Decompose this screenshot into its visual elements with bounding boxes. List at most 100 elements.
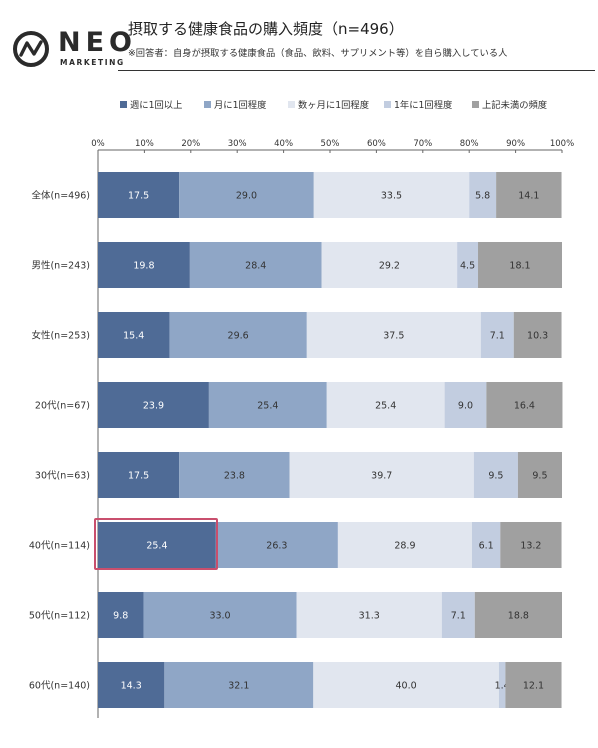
bar-value-label: 14.1 [518, 191, 539, 202]
bar-value-label: 7.1 [451, 611, 466, 622]
bar-segment [289, 452, 474, 498]
bar-value-label: 28.9 [394, 541, 415, 552]
bar-segment [98, 382, 209, 428]
bar-segment [473, 452, 518, 498]
bar-value-label: 7.1 [490, 331, 505, 342]
bar-value-label: 17.5 [128, 191, 149, 202]
bar-segment [326, 382, 445, 428]
x-tick-label: 30% [228, 139, 247, 149]
neo-marketing-logo: NEO MARKETING [12, 28, 132, 72]
category-label: 全体(n=496) [31, 190, 90, 202]
bar-value-label: 6.1 [479, 541, 494, 552]
bar-value-label: 18.8 [508, 611, 529, 622]
bar-value-label: 19.8 [133, 261, 154, 272]
x-tick-label: 100% [550, 139, 574, 149]
legend-swatch [288, 100, 295, 108]
bar-segment [164, 662, 314, 708]
bar-segment [98, 592, 144, 638]
bar-value-label: 14.3 [121, 681, 142, 692]
legend-label: 上記未満の頻度 [482, 100, 548, 111]
bar-value-label: 40.0 [396, 681, 417, 692]
bar-segment [169, 312, 307, 358]
bar-segment [444, 382, 487, 428]
bar-segment [474, 592, 562, 638]
bar-segment [505, 662, 562, 708]
legend-swatch [384, 100, 391, 108]
bar-segment [189, 242, 322, 288]
bar-segment [478, 242, 562, 288]
bar-value-label: 9.5 [488, 471, 503, 482]
bar-value-label: 37.5 [383, 331, 404, 342]
legend-item: 月に1回程度 [204, 97, 266, 111]
bar-value-label: 28.4 [245, 261, 266, 272]
bar-value-label: 9.8 [113, 611, 128, 622]
chart-title: 摂取する健康食品の購入頻度（n=496） [128, 20, 404, 38]
legend-item: 週に1回以上 [120, 97, 182, 111]
bar-value-label: 23.9 [143, 401, 164, 412]
bar-value-label: 15.4 [123, 331, 144, 342]
legend-label: 数ヶ月に1回程度 [298, 100, 369, 111]
bar-segment [471, 522, 501, 568]
legend-swatch [204, 100, 211, 108]
logo-subtext: MARKETING [60, 58, 125, 67]
legend-label: 月に1回程度 [214, 100, 267, 111]
x-tick-label: 0% [91, 139, 105, 149]
bar-value-label: 10.3 [527, 331, 548, 342]
logo-text: NEO [58, 27, 137, 58]
bar-value-label: 25.4 [146, 541, 167, 552]
bar-segment [98, 452, 180, 498]
legend-label: 1年に1回程度 [394, 100, 453, 111]
bar-value-label: 1.4 [495, 681, 510, 692]
bar-segment [500, 522, 562, 568]
bar-segment [215, 522, 338, 568]
bar-segment [457, 242, 479, 288]
bar-value-label: 5.8 [475, 191, 490, 202]
bar-value-label: 32.1 [228, 681, 249, 692]
bar-value-label: 18.1 [509, 261, 530, 272]
bar-value-label: 33.5 [381, 191, 402, 202]
chart-subtitle: ※回答者：自身が摂取する健康食品（食品、飲料、サプリメント等）を自ら購入している… [128, 48, 508, 59]
category-label: 40代(n=114) [29, 541, 90, 552]
category-label: 女性(n=253) [31, 330, 90, 342]
highlight-box [94, 518, 218, 570]
category-label: 30代(n=63) [35, 471, 90, 482]
bar-value-label: 39.7 [371, 471, 392, 482]
legend-item: 数ヶ月に1回程度 [288, 97, 369, 111]
x-tick-label: 20% [181, 139, 200, 149]
bar-segment [498, 662, 506, 708]
category-label: 男性(n=243) [31, 260, 90, 272]
bar-segment [98, 172, 180, 218]
x-tick-label: 60% [367, 139, 386, 149]
x-tick-label: 70% [413, 139, 432, 149]
bar-segment [480, 312, 514, 358]
bar-value-label: 9.0 [458, 401, 473, 412]
legend-label: 週に1回以上 [130, 100, 183, 111]
legend-swatch [120, 100, 127, 108]
bar-value-label: 17.5 [128, 471, 149, 482]
bar-value-label: 25.4 [257, 401, 278, 412]
bar-segment [313, 172, 470, 218]
category-label: 50代(n=112) [29, 611, 90, 622]
bar-value-label: 25.4 [375, 401, 396, 412]
bar-value-label: 26.3 [266, 541, 287, 552]
x-tick-label: 90% [506, 139, 525, 149]
bar-segment [98, 662, 165, 708]
bar-value-label: 12.1 [523, 681, 544, 692]
bar-segment [337, 522, 472, 568]
category-label: 20代(n=67) [35, 401, 90, 412]
bar-segment [513, 312, 562, 358]
x-tick-label: 10% [135, 139, 154, 149]
bar-segment [496, 172, 562, 218]
bar-segment [306, 312, 481, 358]
bar-segment [486, 382, 563, 428]
bar-segment [296, 592, 442, 638]
bar-segment [143, 592, 297, 638]
bar-segment [179, 452, 290, 498]
legend-item: 上記未満の頻度 [472, 97, 547, 111]
bar-value-label: 23.8 [224, 471, 245, 482]
legend-swatch [472, 100, 479, 108]
category-label: 60代(n=140) [29, 681, 90, 692]
bar-segment [208, 382, 327, 428]
bar-value-label: 29.6 [228, 331, 249, 342]
